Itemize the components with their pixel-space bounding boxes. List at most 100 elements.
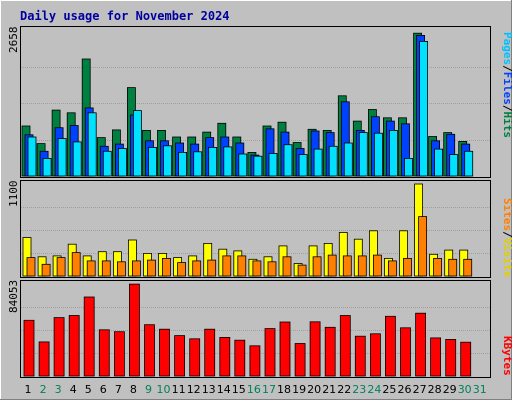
bar-sites-day-15 <box>237 255 247 277</box>
bar-kbytes-day-26 <box>400 327 411 377</box>
day-label-14: 14 <box>217 383 231 396</box>
bar-pages-day-28 <box>434 148 444 177</box>
day-label-27: 27 <box>413 383 427 396</box>
bar-sites-day-18 <box>282 256 292 277</box>
bar-pages-day-14 <box>223 146 233 177</box>
bar-pages-day-21 <box>328 145 338 177</box>
bar-pages-day-10 <box>163 145 172 177</box>
day-label-18: 18 <box>277 383 291 396</box>
day-label-6: 6 <box>100 383 107 396</box>
bar-pages-day-29 <box>449 154 459 177</box>
bar-pages-day-12 <box>193 151 203 177</box>
bar-pages-day-15 <box>238 153 248 177</box>
day-label-16: 16 <box>247 383 261 396</box>
bar-pages-day-26 <box>404 157 413 177</box>
bar-kbytes-day-1 <box>23 319 35 377</box>
bar-kbytes-day-12 <box>189 338 201 377</box>
legend-part-legend-bottom-0: KBytes <box>501 336 512 376</box>
legend-part-legend-middle-2: Visits <box>501 238 512 278</box>
bar-pages-day-18 <box>283 144 293 177</box>
bar-kbytes-day-3 <box>53 317 65 377</box>
bar-kbytes-day-27 <box>415 312 427 377</box>
day-label-11: 11 <box>172 383 186 396</box>
bar-sites-day-27 <box>418 216 428 277</box>
bar-kbytes-day-14 <box>219 336 231 377</box>
bar-pages-day-5 <box>87 112 97 177</box>
day-label-30: 30 <box>458 383 472 396</box>
bar-sites-day-26 <box>403 257 412 277</box>
bar-pages-day-30 <box>464 150 474 177</box>
bar-sites-day-30 <box>463 258 473 277</box>
day-label-26: 26 <box>398 383 412 396</box>
day-label-24: 24 <box>367 383 381 396</box>
bar-sites-day-9 <box>147 259 156 277</box>
bars <box>21 32 474 377</box>
bar-kbytes-day-18 <box>279 321 291 377</box>
day-label-13: 13 <box>202 383 216 396</box>
day-label-7: 7 <box>115 383 122 396</box>
bar-kbytes-day-25 <box>384 315 396 377</box>
bottom-panel-ymax-label: 84053 <box>7 280 20 313</box>
legend-part-legend-top-0: Pages <box>501 32 512 65</box>
bar-pages-day-25 <box>388 129 398 177</box>
bar-sites-day-1 <box>26 257 36 277</box>
bar-pages-day-1 <box>27 136 37 177</box>
bar-kbytes-day-22 <box>339 315 351 377</box>
day-label-21: 21 <box>322 383 336 396</box>
bar-pages-day-4 <box>72 141 82 177</box>
bar-sites-day-4 <box>71 252 81 277</box>
day-label-15: 15 <box>232 383 246 396</box>
day-label-19: 19 <box>292 383 306 396</box>
bar-pages-day-8 <box>132 110 142 177</box>
day-label-25: 25 <box>382 383 396 396</box>
bar-kbytes-day-16 <box>249 345 261 377</box>
legend-part-legend-middle-0: Sites <box>501 198 512 231</box>
day-label-3: 3 <box>55 383 62 396</box>
day-label-8: 8 <box>130 383 137 396</box>
bar-pages-day-11 <box>178 151 188 177</box>
top-panel-ymax-label: 2658 <box>7 27 20 54</box>
day-label-2: 2 <box>40 383 47 396</box>
day-label-20: 20 <box>307 383 321 396</box>
bar-kbytes-day-4 <box>68 315 80 377</box>
bar-kbytes-day-7 <box>114 331 125 377</box>
bar-sites-day-25 <box>387 260 397 277</box>
bar-kbytes-day-20 <box>309 321 321 377</box>
bar-kbytes-day-2 <box>38 341 50 377</box>
bar-sites-day-14 <box>222 255 232 277</box>
day-label-9: 9 <box>145 383 152 396</box>
bar-kbytes-day-28 <box>430 337 442 377</box>
day-label-29: 29 <box>443 383 457 396</box>
day-label-17: 17 <box>262 383 276 396</box>
day-label-31: 31 <box>473 383 487 396</box>
day-label-4: 4 <box>70 383 77 396</box>
day-label-1: 1 <box>25 383 32 396</box>
bar-sites-day-7 <box>117 261 126 277</box>
bar-pages-day-20 <box>313 148 323 177</box>
legend-part-legend-top-1: / <box>501 65 512 72</box>
bar-sites-day-5 <box>86 260 96 277</box>
bar-sites-day-20 <box>312 256 322 277</box>
legend-part-legend-top-4: Hits <box>501 112 512 139</box>
bar-sites-day-11 <box>177 262 187 277</box>
bar-pages-day-7 <box>118 148 127 177</box>
bar-sites-day-3 <box>56 257 66 277</box>
bar-sites-day-17 <box>267 261 277 277</box>
bar-kbytes-day-8 <box>128 283 140 377</box>
bar-pages-day-23 <box>358 132 368 177</box>
legend-part-legend-top-3: / <box>501 105 512 112</box>
bar-sites-day-29 <box>448 258 458 277</box>
bar-kbytes-day-15 <box>234 339 246 377</box>
bar-pages-day-22 <box>343 142 353 177</box>
bar-sites-day-28 <box>433 257 443 277</box>
bar-pages-day-6 <box>102 150 112 177</box>
bar-pages-day-27 <box>419 41 429 177</box>
bar-kbytes-day-6 <box>98 329 110 377</box>
bar-sites-day-16 <box>252 260 262 277</box>
legend-part-legend-middle-1: / <box>501 231 512 238</box>
bar-kbytes-day-19 <box>294 343 306 377</box>
bar-sites-day-12 <box>192 260 202 277</box>
bar-sites-day-6 <box>101 260 111 277</box>
bar-sites-day-8 <box>131 260 141 277</box>
